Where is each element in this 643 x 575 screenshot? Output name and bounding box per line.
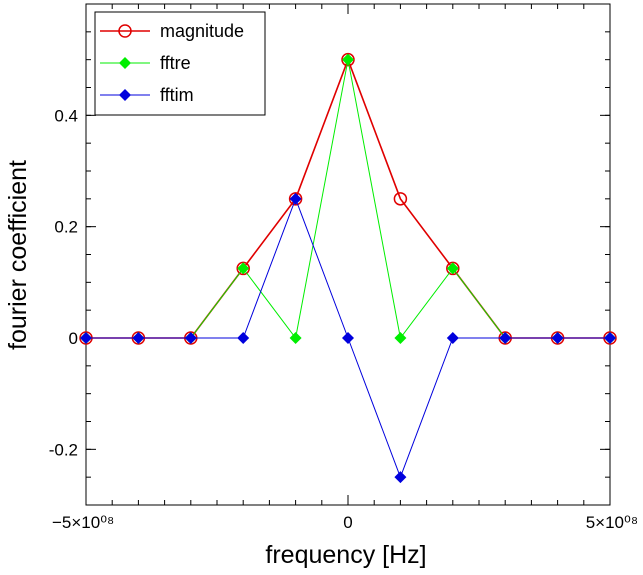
legend-marker-magnitude	[118, 24, 132, 38]
y-axis-ticks: -0.2 0 0.2 0.4	[49, 3, 610, 506]
y-axis-label: fourier coefficient	[4, 160, 32, 350]
legend-label-fftre: fftre	[160, 53, 191, 73]
legend-marker-fftim	[119, 89, 131, 101]
point-magnitude-6	[393, 192, 408, 206]
point-fftre-3	[237, 262, 250, 275]
point-fftim-1	[132, 332, 145, 344]
point-fftim-0	[80, 332, 92, 344]
y-tick-label-2: 0.2	[54, 218, 78, 237]
legend-marker-fftre	[119, 57, 131, 69]
series-layer	[79, 52, 617, 484]
point-fftim-8	[499, 332, 512, 344]
point-fftre-4	[289, 332, 302, 344]
point-fftre-6	[394, 332, 407, 344]
series-fftim	[80, 192, 616, 484]
x-axis-label: frequency [Hz]	[265, 541, 426, 569]
point-fftim-4	[289, 192, 302, 205]
y-tick-label-3: 0.4	[54, 106, 78, 125]
x-tick-label-0: −5×10⁰⁸	[52, 513, 114, 532]
point-fftim-6	[394, 471, 407, 484]
point-fftim-10	[604, 332, 616, 344]
point-fftim-5	[342, 332, 354, 344]
legend-label-magnitude: magnitude	[160, 21, 244, 41]
legend-label-fftim: fftim	[160, 85, 194, 105]
x-axis-ticks: −5×10⁰⁸ 0 5×10⁰⁸	[52, 4, 638, 532]
point-fftim-2	[184, 332, 197, 344]
point-fftre-5	[342, 53, 354, 66]
legend: magnitude fftre fftim	[94, 11, 266, 116]
point-fftim-7	[446, 332, 459, 344]
x-tick-label-1: 0	[343, 513, 352, 532]
x-tick-label-2: 5×10⁰⁸	[586, 513, 638, 532]
y-tick-label-1: 0	[69, 329, 78, 348]
point-fftim-9	[551, 332, 564, 344]
point-fftim-3	[237, 332, 250, 344]
y-tick-label-0: -0.2	[49, 440, 78, 459]
point-fftre-7	[446, 262, 459, 275]
